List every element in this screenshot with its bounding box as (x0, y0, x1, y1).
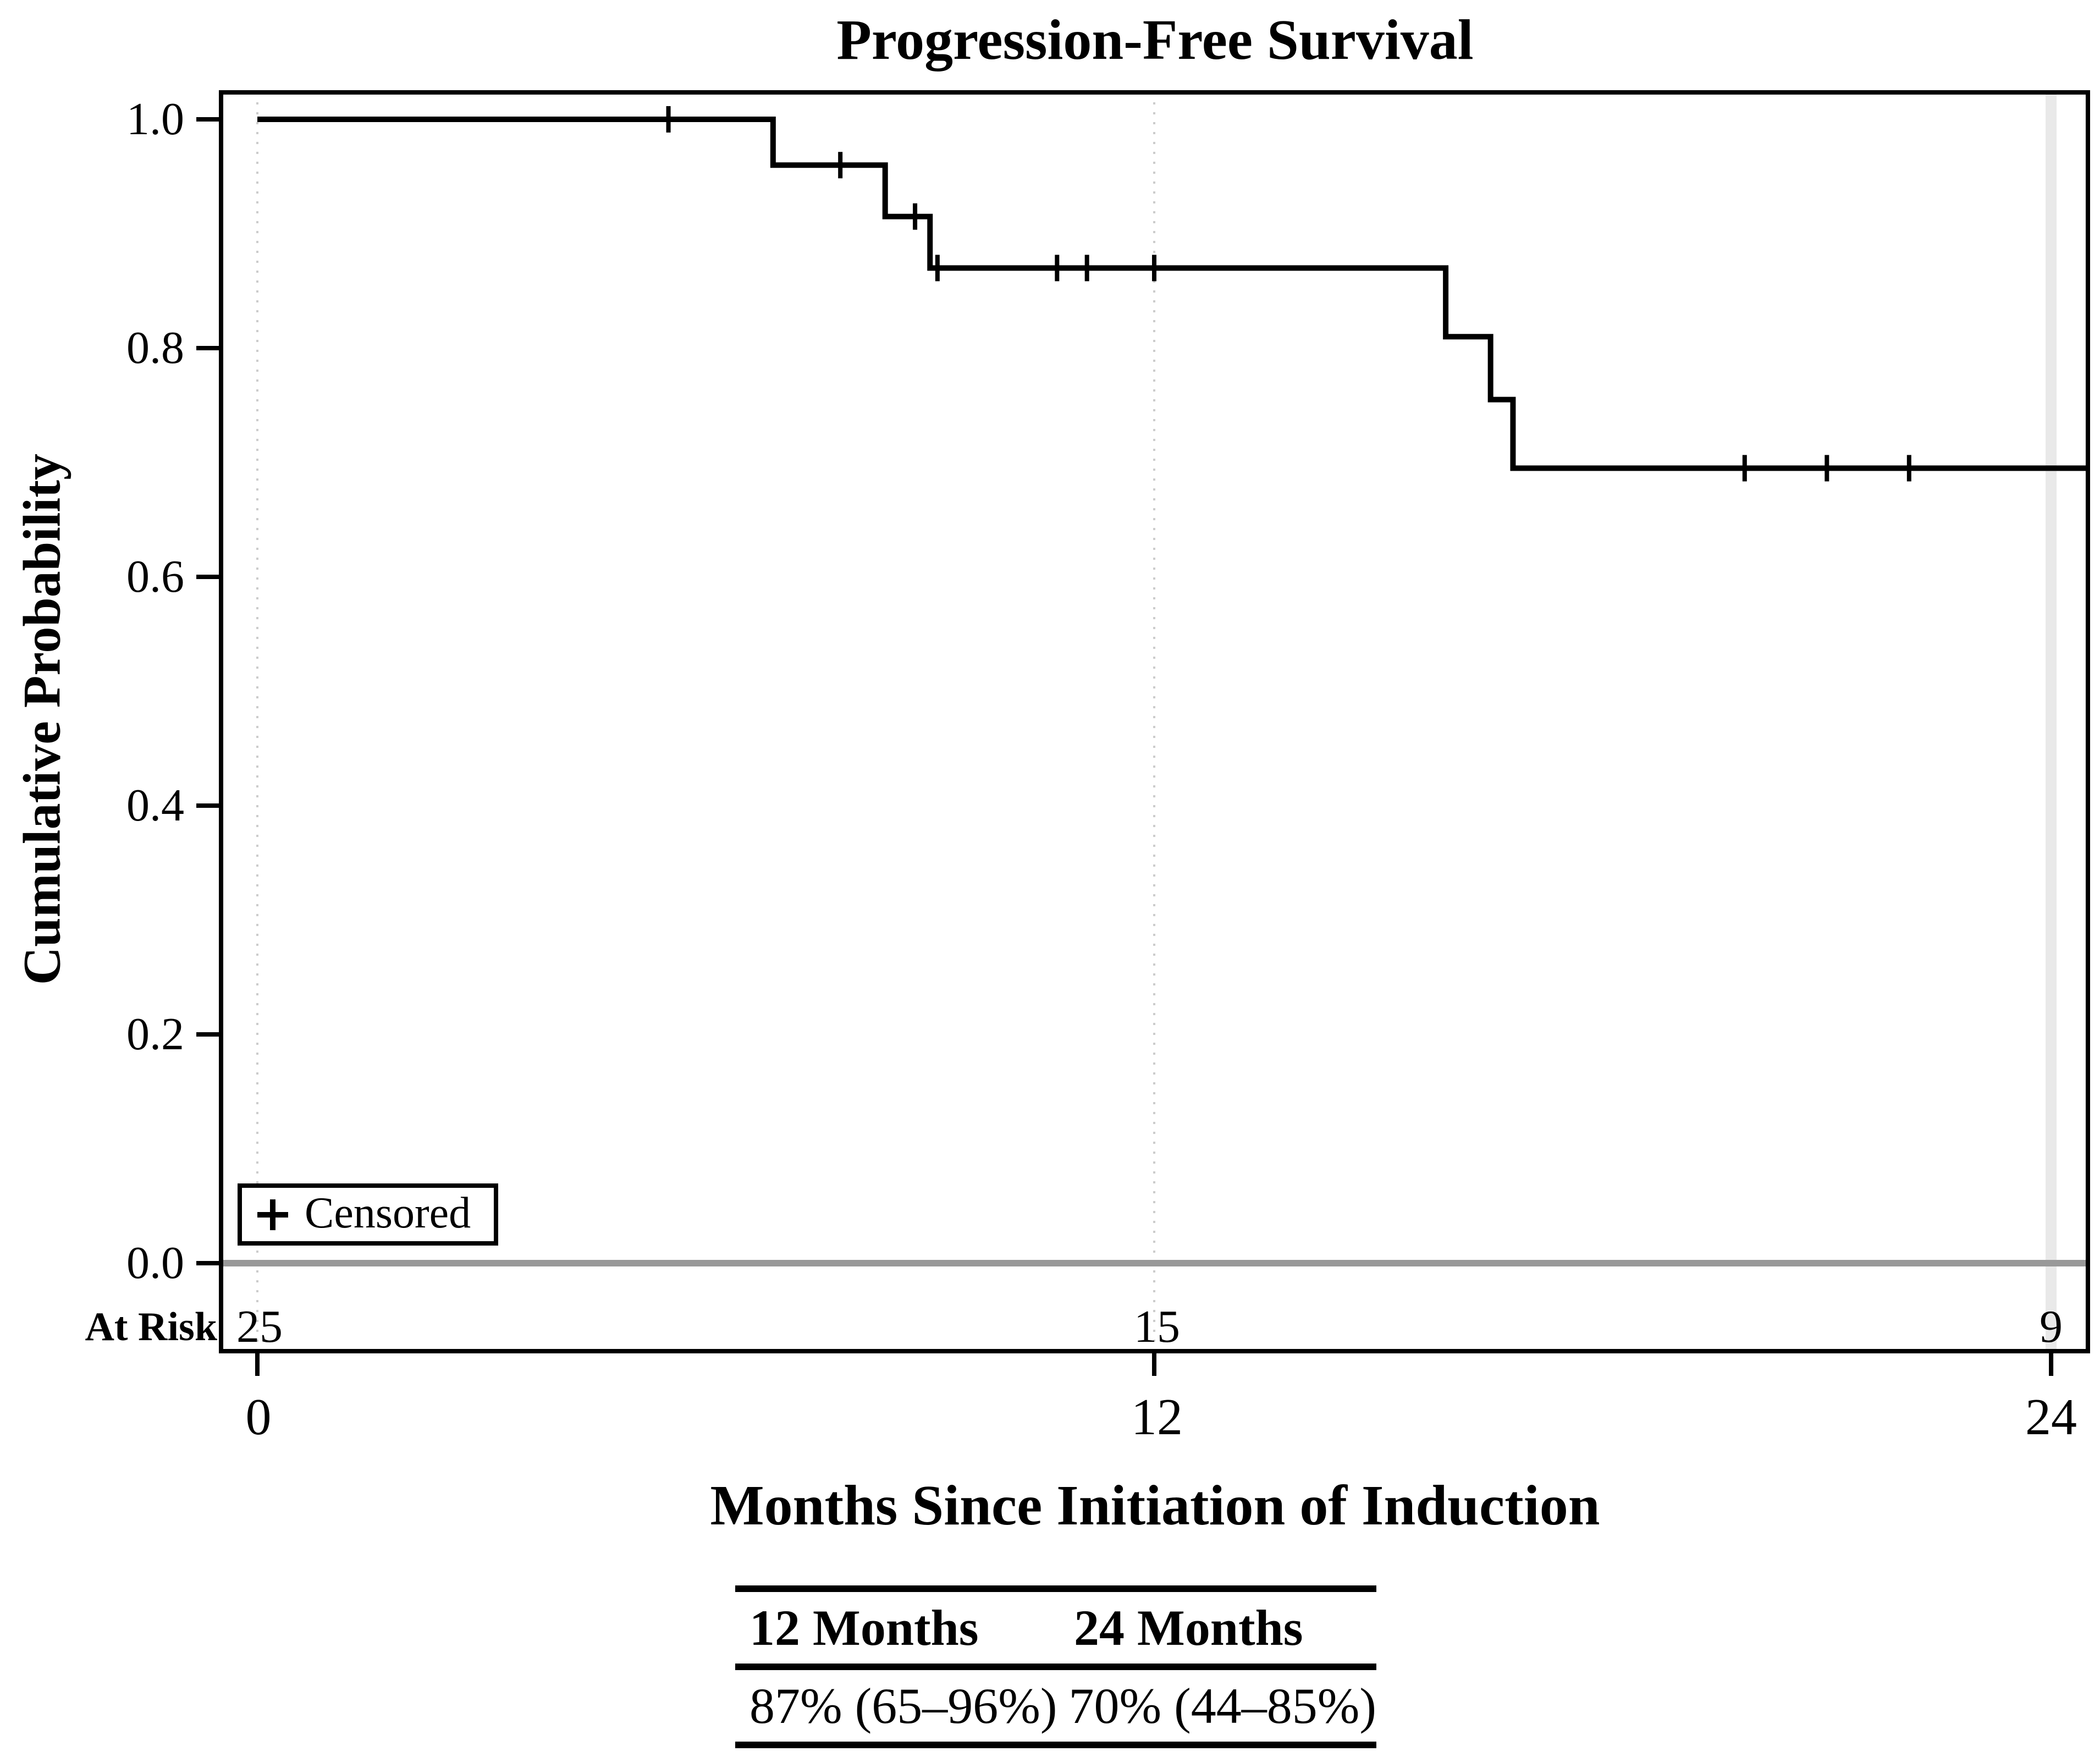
y-tick-label-0.2: 0.2 (126, 1009, 184, 1060)
km-curve (257, 117, 2088, 471)
y-tick-label-0.8: 0.8 (126, 322, 184, 373)
estimate-table: 12 Months 24 Months 87% (65–96%) 70% (44… (735, 1585, 1376, 1748)
chart-title: Progression-Free Survival (836, 8, 1474, 71)
x-tick-label-0: 0 (245, 1389, 272, 1446)
censored-legend: Censored (238, 1183, 498, 1246)
x-tick-label-12: 12 (1131, 1389, 1183, 1446)
at-risk-row-label: At Risk (85, 1304, 217, 1350)
y-tick-label-0.6: 0.6 (126, 551, 184, 602)
y-axis-title: Cumulative Probability (12, 453, 71, 985)
plus-icon (257, 1199, 288, 1230)
censored-legend-label: Censored (305, 1188, 471, 1237)
x-tick-label-24: 24 (2025, 1389, 2077, 1446)
estimate-table-header-row: 12 Months 24 Months (735, 1592, 1376, 1670)
at-risk-value-0: 25 (236, 1301, 283, 1352)
y-tick-label-0.0: 0.0 (126, 1237, 184, 1288)
estimate-table-header-24mo: 24 Months (1074, 1600, 1303, 1656)
estimate-value-24mo: 70% (44–85%) (1068, 1678, 1376, 1734)
estimate-table-value-row: 87% (65–96%) 70% (44–85%) (735, 1670, 1376, 1748)
x-axis-title: Months Since Initiation of Induction (710, 1474, 1600, 1537)
at-risk-value-24: 9 (2040, 1301, 2063, 1352)
estimate-value-12mo: 87% (65–96%) (749, 1678, 1057, 1734)
y-tick-label-1.0: 1.0 (126, 93, 184, 145)
y-tick-label-0.4: 0.4 (126, 780, 184, 831)
at-risk-value-12: 15 (1134, 1301, 1180, 1352)
estimate-table-header-12mo: 12 Months (749, 1600, 979, 1656)
